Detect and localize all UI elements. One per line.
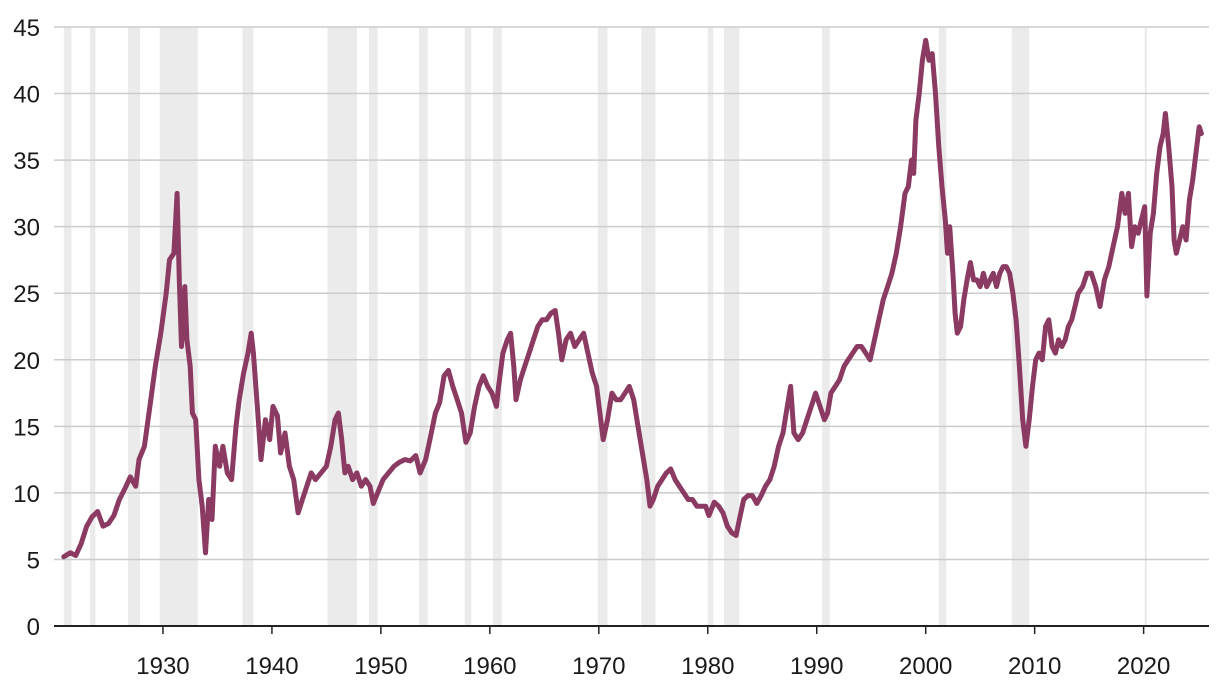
- y-tick-label-10: 10: [13, 481, 40, 508]
- x-tick-label-2020: 2020: [1117, 653, 1170, 680]
- x-tick-label-2000: 2000: [899, 653, 952, 680]
- recession-band-9: [493, 27, 502, 626]
- recession-band-5: [327, 27, 357, 626]
- recession-band-2: [128, 27, 141, 626]
- x-tick-label-1950: 1950: [354, 653, 407, 680]
- series-line-0: [61, 37, 1204, 560]
- x-tick-label-1980: 1980: [681, 653, 734, 680]
- recession-band-10: [597, 27, 608, 626]
- gridlines: [54, 26, 1209, 561]
- recession-band-11: [641, 27, 656, 626]
- x-tick-label-1970: 1970: [572, 653, 625, 680]
- y-tick-label-40: 40: [13, 82, 40, 109]
- recession-bands: [63, 27, 1147, 626]
- recession-band-1: [89, 27, 96, 626]
- recession-band-12: [707, 27, 714, 626]
- y-tick-label-25: 25: [13, 281, 40, 308]
- recession-band-6: [368, 27, 378, 626]
- y-tick-label-20: 20: [13, 348, 40, 375]
- y-tick-label-0: 0: [27, 614, 40, 641]
- y-tick-label-15: 15: [13, 414, 40, 441]
- recession-band-7: [419, 27, 428, 626]
- y-tick-label-45: 45: [13, 15, 40, 42]
- y-tick-label-5: 5: [27, 547, 40, 574]
- x-tick-label-2010: 2010: [1008, 653, 1061, 680]
- recession-band-0: [63, 27, 72, 626]
- recession-band-13: [724, 27, 740, 626]
- x-tick-label-1930: 1930: [136, 653, 189, 680]
- y-tick-label-35: 35: [13, 148, 40, 175]
- recession-band-4: [242, 27, 254, 626]
- recession-band-17: [1144, 27, 1147, 626]
- y-tick-label-30: 30: [13, 215, 40, 242]
- recession-band-15: [938, 27, 947, 626]
- x-ticks: 1930 1940 1950 1960 1970 1980 1990 2000 2010 2020: [136, 626, 1170, 680]
- recession-band-16: [1011, 27, 1030, 626]
- series-layer: [61, 37, 1204, 560]
- x-tick-label-1940: 1940: [245, 653, 298, 680]
- recession-band-14: [822, 27, 830, 626]
- y-tick-labels: 0 5 10 15 20 25 30 35 40 45: [13, 15, 40, 641]
- recession-band-8: [464, 27, 472, 626]
- x-tick-label-1960: 1960: [463, 653, 516, 680]
- x-tick-label-1990: 1990: [790, 653, 843, 680]
